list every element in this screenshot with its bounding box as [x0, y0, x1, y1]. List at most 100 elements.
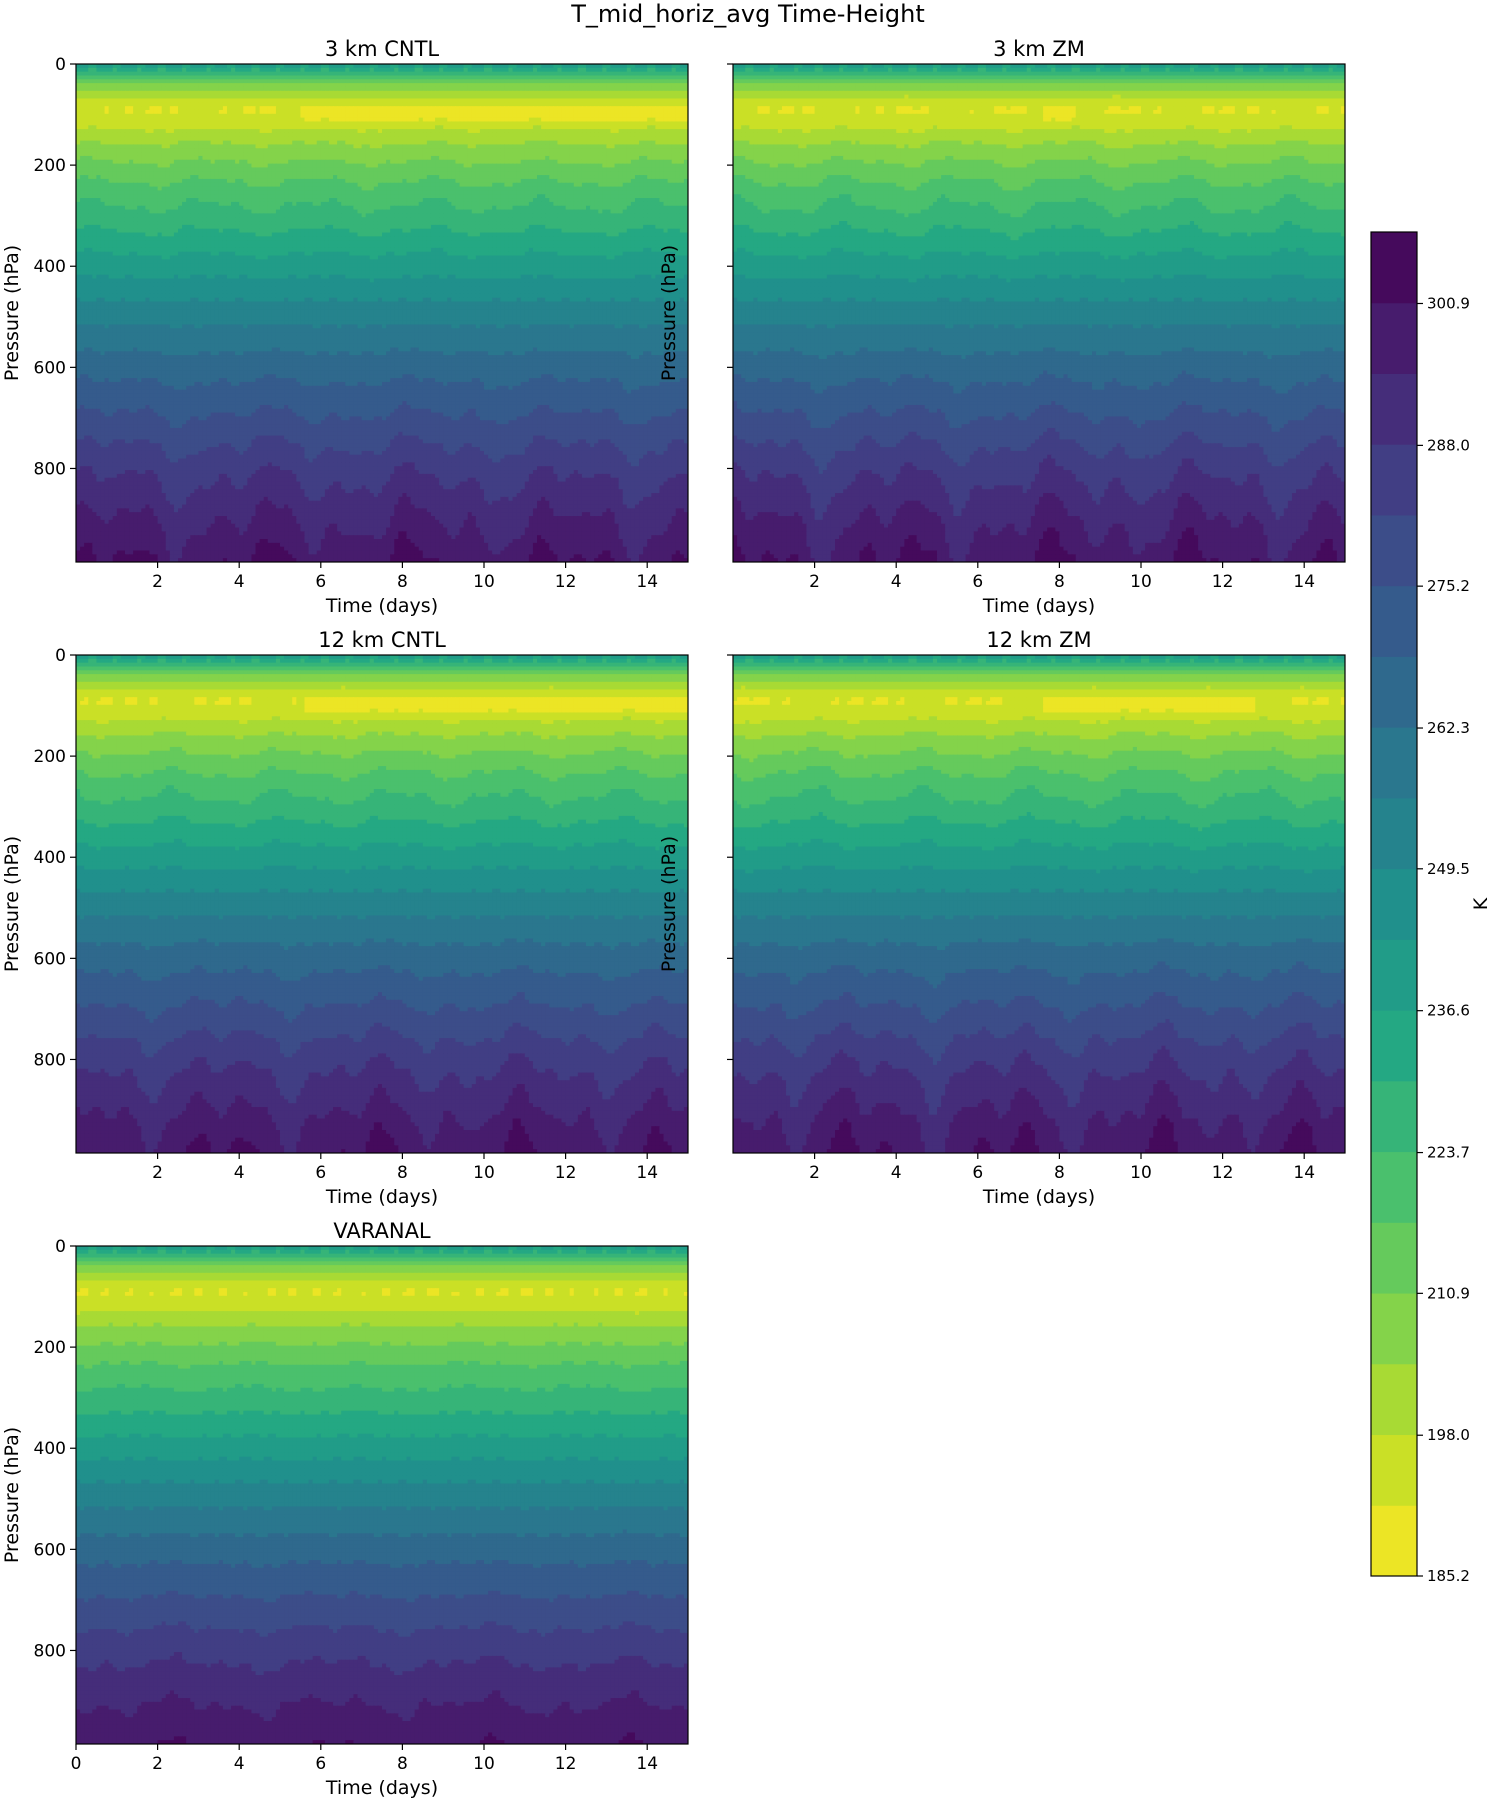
- y-tick-label: 800: [34, 1641, 66, 1661]
- contour-field: [76, 1246, 689, 1745]
- colorbar-level: [1371, 1435, 1417, 1506]
- x-tick-label: 8: [1054, 572, 1065, 592]
- x-tick-label: 2: [152, 1754, 163, 1774]
- figure-title: T_mid_horiz_avg Time-Height: [570, 0, 924, 28]
- x-tick-label: 8: [397, 1163, 408, 1183]
- x-tick-label: 4: [891, 572, 902, 592]
- y-axis-label: Pressure (hPa): [1, 1427, 23, 1563]
- x-tick-label: 12: [1212, 572, 1234, 592]
- x-tick-label: 14: [1293, 1163, 1315, 1183]
- x-tick-label: 10: [473, 572, 495, 592]
- colorbar-level: [1371, 586, 1417, 657]
- colorbar-level: [1371, 1293, 1417, 1364]
- panel-title: 3 km CNTL: [325, 37, 440, 61]
- x-tick-label: 12: [555, 1754, 577, 1774]
- x-axis-label: Time (days): [982, 1186, 1095, 1208]
- y-tick-label: 200: [34, 747, 66, 767]
- x-tick-label: 14: [636, 1754, 658, 1774]
- x-tick-label: 6: [972, 1163, 983, 1183]
- panel-title: VARANAL: [333, 1219, 431, 1243]
- y-axis-label: Pressure (hPa): [1, 836, 23, 972]
- x-tick-label: 4: [234, 572, 245, 592]
- x-tick-label: 6: [972, 572, 983, 592]
- y-tick-label: 600: [34, 358, 66, 378]
- x-tick-label: 12: [555, 572, 577, 592]
- x-axis-label: Time (days): [982, 595, 1095, 617]
- colorbar-level: [1371, 444, 1417, 515]
- colorbar-level: [1371, 656, 1417, 727]
- colorbar-tick-label: 185.2: [1427, 1567, 1470, 1585]
- y-axis-label: Pressure (hPa): [1, 245, 23, 381]
- y-tick-label: 0: [55, 646, 66, 666]
- x-tick-label: 2: [809, 572, 820, 592]
- contour-field: [733, 64, 1346, 563]
- colorbar-level: [1371, 373, 1417, 444]
- x-tick-label: 4: [234, 1754, 245, 1774]
- colorbar-tick-label: 210.9: [1427, 1284, 1470, 1302]
- colorbar-tick-label: 223.7: [1427, 1144, 1470, 1162]
- x-axis-label: Time (days): [325, 1186, 438, 1208]
- panel-title: 3 km ZM: [993, 37, 1085, 61]
- colorbar-level: [1371, 1364, 1417, 1435]
- colorbar-tick-label: 288.0: [1427, 436, 1470, 454]
- x-tick-label: 6: [315, 1754, 326, 1774]
- x-tick-label: 10: [473, 1163, 495, 1183]
- y-tick-label: 0: [55, 1237, 66, 1257]
- colorbar-level: [1371, 869, 1417, 940]
- x-tick-label: 10: [1130, 572, 1152, 592]
- colorbar-level: [1371, 1505, 1417, 1576]
- colorbar-level: [1371, 1222, 1417, 1293]
- colorbar-level: [1371, 939, 1417, 1010]
- y-tick-label: 0: [55, 55, 66, 75]
- x-tick-label: 4: [891, 1163, 902, 1183]
- colorbar-level: [1371, 303, 1417, 374]
- contour-field: [76, 655, 689, 1154]
- colorbar-level: [1371, 232, 1417, 303]
- x-tick-label: 2: [152, 572, 163, 592]
- y-tick-label: 400: [34, 848, 66, 868]
- x-tick-label: 0: [71, 1754, 82, 1774]
- colorbar-level: [1371, 1152, 1417, 1223]
- x-axis-label: Time (days): [325, 595, 438, 617]
- x-tick-label: 8: [397, 572, 408, 592]
- colorbar-level: [1371, 1010, 1417, 1081]
- y-tick-label: 200: [34, 1338, 66, 1358]
- y-tick-label: 400: [34, 1439, 66, 1459]
- colorbar-level: [1371, 798, 1417, 869]
- x-tick-label: 12: [555, 1163, 577, 1183]
- x-tick-label: 8: [397, 1754, 408, 1774]
- x-tick-label: 12: [1212, 1163, 1234, 1183]
- colorbar-label: K: [1470, 897, 1492, 910]
- y-axis-label: Pressure (hPa): [658, 836, 680, 972]
- x-tick-label: 2: [809, 1163, 820, 1183]
- colorbar-tick-label: 198.0: [1427, 1426, 1470, 1444]
- x-axis-label: Time (days): [325, 1777, 438, 1799]
- y-tick-label: 200: [34, 156, 66, 176]
- panel-title: 12 km ZM: [986, 628, 1091, 652]
- colorbar-tick-label: 275.2: [1427, 577, 1470, 595]
- colorbar-tick-label: 249.5: [1427, 860, 1470, 878]
- contour-field: [76, 64, 689, 563]
- y-axis-label: Pressure (hPa): [658, 245, 680, 381]
- colorbar-tick-label: 236.6: [1427, 1002, 1470, 1020]
- y-tick-label: 400: [34, 257, 66, 277]
- y-tick-label: 600: [34, 1540, 66, 1560]
- colorbar: 185.2 198.0 210.9 223.7 236.6 249.5 262.3 275.2…: [1371, 232, 1492, 1585]
- x-tick-label: 14: [636, 1163, 658, 1183]
- x-tick-label: 8: [1054, 1163, 1065, 1183]
- contour-field: [733, 655, 1346, 1154]
- x-tick-label: 6: [315, 1163, 326, 1183]
- panel-title: 12 km CNTL: [318, 628, 446, 652]
- colorbar-level: [1371, 1081, 1417, 1152]
- x-tick-label: 6: [315, 572, 326, 592]
- colorbar-tick-label: 262.3: [1427, 719, 1470, 737]
- y-tick-label: 800: [34, 459, 66, 479]
- y-tick-label: 800: [34, 1050, 66, 1070]
